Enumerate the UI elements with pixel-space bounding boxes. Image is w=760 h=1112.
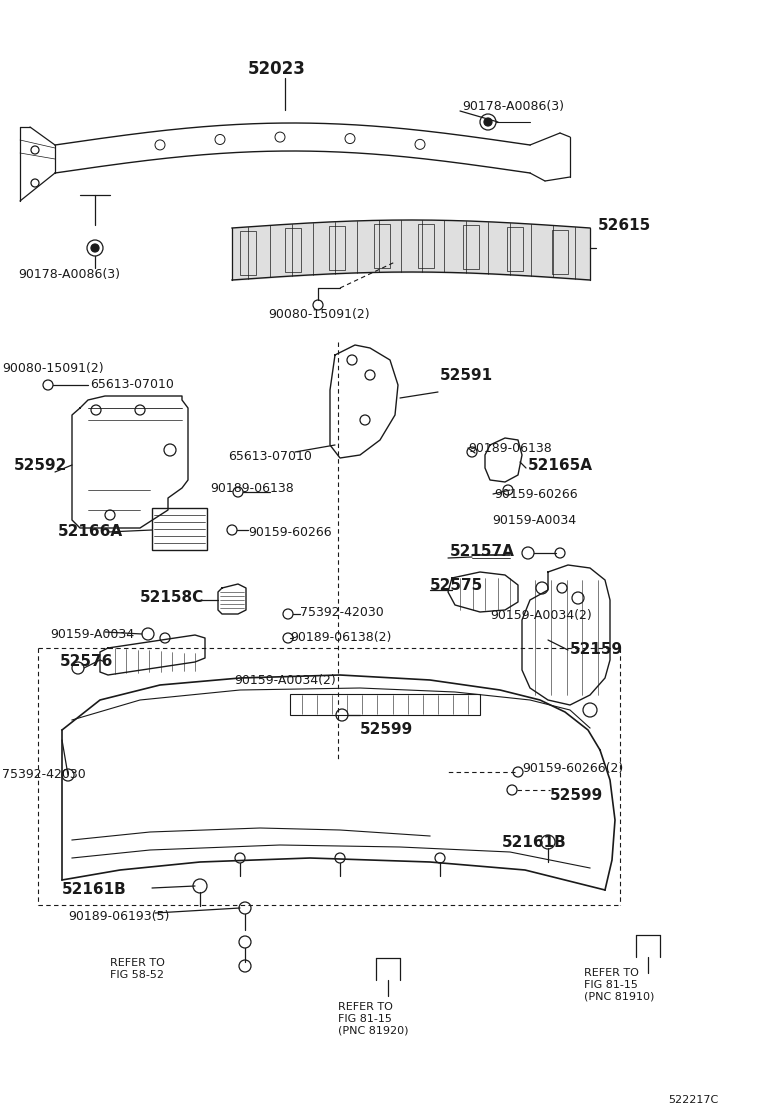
- Text: REFER TO
FIG 81-15
(PNC 81920): REFER TO FIG 81-15 (PNC 81920): [338, 1002, 409, 1035]
- Text: 65613-07010: 65613-07010: [90, 378, 174, 391]
- Text: 52023: 52023: [248, 60, 306, 78]
- Text: 52157A: 52157A: [450, 544, 515, 559]
- Circle shape: [91, 244, 99, 252]
- Text: 75392-42030: 75392-42030: [2, 768, 86, 781]
- Text: 90159-60266(2): 90159-60266(2): [522, 762, 623, 775]
- Text: 52592: 52592: [14, 458, 68, 473]
- Text: 52591: 52591: [440, 368, 493, 383]
- Text: 52159: 52159: [570, 642, 623, 657]
- Text: 52161B: 52161B: [502, 835, 567, 850]
- Text: 90189-06138: 90189-06138: [210, 481, 294, 495]
- Bar: [284, 228, 300, 272]
- Text: 90159-A0034: 90159-A0034: [50, 628, 134, 641]
- Text: 75392-42030: 75392-42030: [300, 606, 384, 619]
- Text: 52599: 52599: [550, 788, 603, 803]
- Text: 52166A: 52166A: [58, 524, 123, 539]
- Text: REFER TO
FIG 58-52: REFER TO FIG 58-52: [110, 959, 165, 980]
- Text: 90159-A0034(2): 90159-A0034(2): [490, 609, 592, 622]
- Text: 90159-60266: 90159-60266: [494, 488, 578, 502]
- Text: 52576: 52576: [60, 654, 113, 669]
- Text: 52165A: 52165A: [528, 458, 593, 473]
- Bar: [508, 227, 524, 271]
- Text: 90189-06138(2): 90189-06138(2): [290, 631, 391, 644]
- Bar: [152, 508, 207, 550]
- Bar: [329, 226, 345, 269]
- Text: 52615: 52615: [598, 218, 651, 234]
- Text: 90080-15091(2): 90080-15091(2): [2, 363, 103, 375]
- Text: 90159-A0034: 90159-A0034: [492, 514, 576, 527]
- Text: 52599: 52599: [360, 722, 413, 737]
- Text: 90189-06193(5): 90189-06193(5): [68, 910, 169, 923]
- Text: 90080-15091(2): 90080-15091(2): [268, 308, 369, 321]
- Text: 90178-A0086(3): 90178-A0086(3): [18, 268, 120, 281]
- Text: 52575: 52575: [430, 578, 483, 593]
- Text: 90189-06138: 90189-06138: [468, 441, 552, 455]
- Text: 65613-07010: 65613-07010: [228, 450, 312, 463]
- Text: 90178-A0086(3): 90178-A0086(3): [462, 100, 564, 113]
- Text: 90159-60266: 90159-60266: [248, 526, 331, 539]
- Bar: [463, 225, 479, 269]
- Text: 90159-A0034(2): 90159-A0034(2): [234, 674, 336, 687]
- Text: 52158C: 52158C: [140, 590, 204, 605]
- Text: 522217C: 522217C: [668, 1095, 718, 1105]
- Bar: [552, 230, 568, 274]
- Bar: [418, 224, 434, 268]
- Bar: [240, 231, 256, 275]
- Text: REFER TO
FIG 81-15
(PNC 81910): REFER TO FIG 81-15 (PNC 81910): [584, 969, 654, 1001]
- Circle shape: [484, 118, 492, 126]
- Text: 52161B: 52161B: [62, 882, 127, 897]
- Bar: [290, 694, 480, 715]
- Bar: [374, 225, 390, 268]
